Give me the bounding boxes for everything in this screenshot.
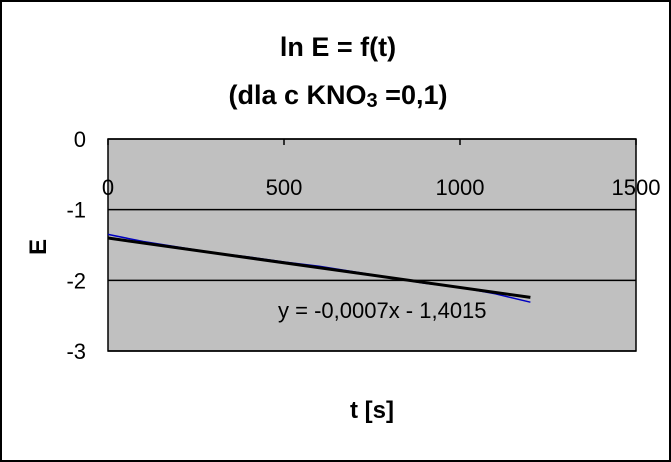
y-tick-label: -1 <box>66 198 86 223</box>
x-tick-labels: 0 500 1000 1500 <box>102 139 661 200</box>
x-tick-label: 0 <box>102 175 114 200</box>
gridlines <box>108 138 636 352</box>
y-tick-label: 0 <box>74 127 86 152</box>
x-tick-label: 500 <box>266 175 303 200</box>
chart-title-line2: (dla c KNO3 =0,1) <box>229 80 448 112</box>
trendline <box>107 236 531 299</box>
y-axis-label: E <box>25 239 52 255</box>
y-tick-label: -2 <box>66 268 86 293</box>
data-series <box>107 233 531 303</box>
plot-area <box>107 138 637 352</box>
x-axis-label: t [s] <box>350 397 394 424</box>
y-tick-labels: 0 -1 -2 -3 <box>66 127 86 364</box>
chart-title-line1: ln E = f(t) <box>280 32 396 62</box>
y-tick-label: -3 <box>66 339 86 364</box>
x-tick-label: 1000 <box>436 175 485 200</box>
trendline-equation: y = -0,0007x - 1,4015 <box>278 298 487 323</box>
x-tick-label: 1500 <box>612 175 661 200</box>
